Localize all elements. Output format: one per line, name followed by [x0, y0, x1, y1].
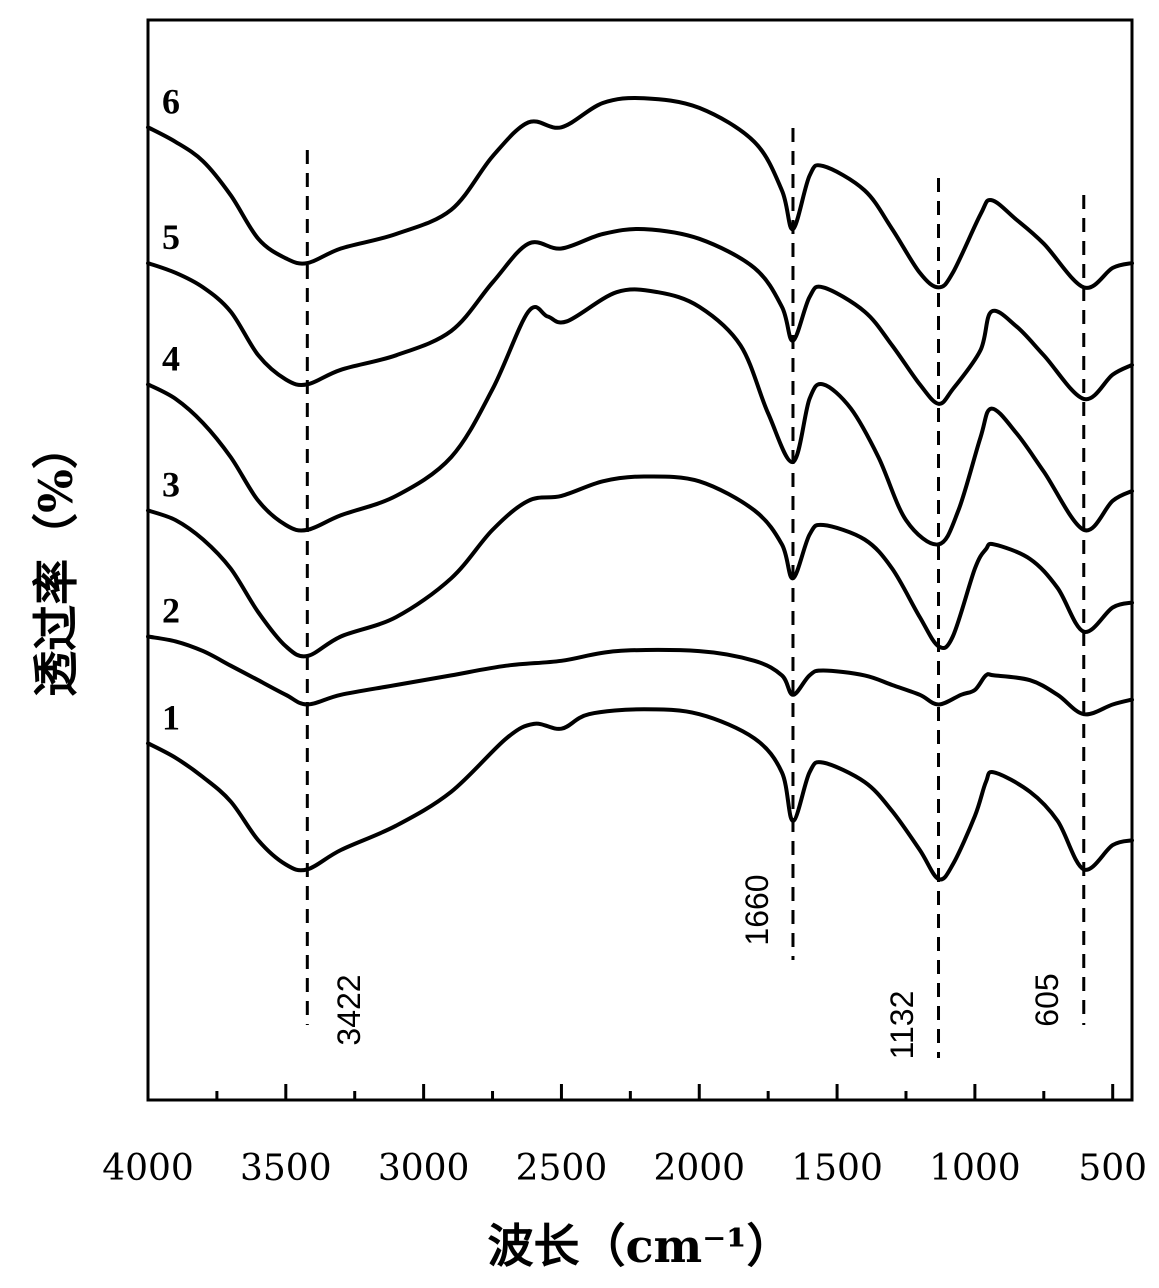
series-line-6 [146, 95, 1134, 290]
series-label-3: 3 [162, 464, 180, 504]
x-tick-label: 1500 [791, 1148, 883, 1189]
x-tick-label: 500 [1078, 1148, 1147, 1189]
x-tick-label: 4000 [102, 1148, 194, 1189]
peak-markers: 3422 1660 1132 605 [305, 128, 1086, 1060]
series-label-4: 4 [162, 338, 180, 378]
peak-label-605: 605 [1029, 973, 1065, 1026]
plot-frame [146, 18, 1134, 1102]
series-line-4 [146, 287, 1134, 547]
peak-label-1660: 1660 [739, 874, 775, 945]
x-axis-ticks [146, 1084, 1115, 1100]
x-tick-label: 2500 [516, 1148, 608, 1189]
x-tick-label: 3000 [378, 1148, 470, 1189]
series-labels: 1 2 3 4 5 6 [162, 81, 180, 737]
series-label-2: 2 [162, 591, 180, 631]
series-line-3 [146, 474, 1134, 659]
series-line-2 [146, 634, 1134, 717]
peak-label-3422: 3422 [331, 974, 367, 1045]
x-tick-label: 3500 [240, 1148, 332, 1189]
series-label-6: 6 [162, 81, 180, 121]
series-label-1: 1 [162, 697, 180, 737]
x-tick-label: 1000 [929, 1148, 1021, 1189]
y-axis-title: 透过率（%） [29, 423, 83, 697]
peak-label-1132: 1132 [884, 991, 920, 1060]
x-axis-title: 波长（cm⁻¹） [487, 1219, 792, 1273]
x-tick-label: 2000 [653, 1148, 745, 1189]
series-line-1 [146, 707, 1134, 882]
x-axis-tick-labels: 4000 3500 3000 2500 2000 1500 1000 500 [102, 1148, 1147, 1189]
series-label-5: 5 [162, 217, 180, 257]
spectrum-series [146, 95, 1134, 882]
series-line-5 [146, 226, 1134, 406]
